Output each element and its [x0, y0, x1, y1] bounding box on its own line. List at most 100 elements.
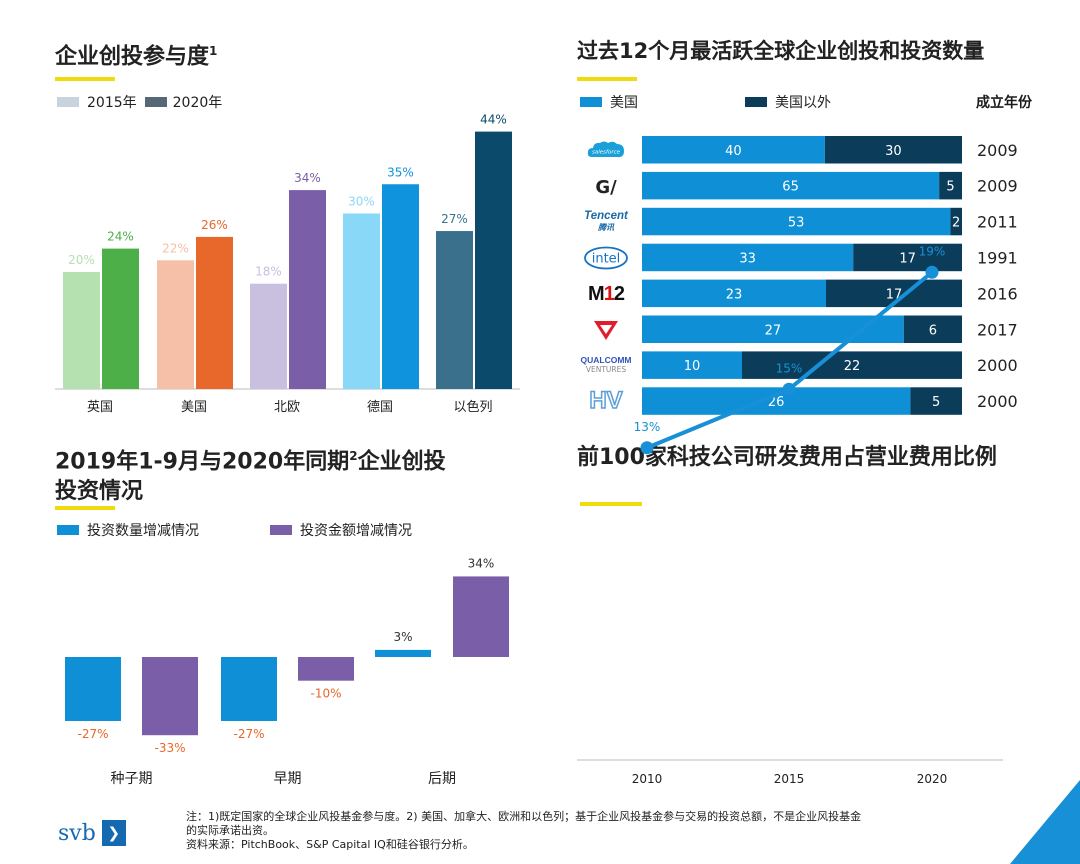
data-label-non-us: 17	[899, 251, 916, 266]
hv-logo: HV	[589, 386, 624, 415]
svb-logo: svb ❯	[58, 818, 138, 848]
source-note: 资料来源：PitchBook、S&P Capital IQ和硅谷银行分析。	[186, 838, 474, 851]
data-label: 30%	[348, 195, 375, 209]
legend-label-2020: 2020年	[172, 95, 223, 111]
category-label: 德国	[367, 400, 393, 415]
bar-投资金额增减情况-种子期	[142, 657, 198, 736]
bar-2020年-北欧	[289, 190, 326, 389]
bar-2015年-德国	[343, 213, 380, 389]
data-label-us: 23	[726, 287, 743, 302]
category-label: 英国	[87, 400, 113, 415]
data-label-non-us: 17	[886, 287, 903, 302]
bar-2015年-以色列	[436, 231, 473, 389]
bar-us-5	[642, 315, 904, 343]
legend-label-us: 美国	[610, 95, 638, 111]
data-label-us: 33	[739, 251, 756, 266]
title-underline	[580, 502, 642, 506]
category-label: 后期	[428, 771, 456, 787]
bar-non-us-1	[939, 171, 962, 200]
bar-non-us-6	[742, 351, 962, 379]
legend-swatch-2015	[57, 97, 79, 107]
bar-2015年-英国	[63, 272, 100, 389]
bar-non-us-2	[950, 207, 962, 236]
bar-us-2	[642, 207, 951, 236]
bar-us-1	[642, 171, 940, 200]
tencent-logo: Tencent 腾讯	[584, 210, 628, 232]
category-label: 种子期	[111, 771, 153, 787]
data-label: 34%	[468, 556, 495, 570]
category-label: 北欧	[274, 400, 300, 415]
data-label-us: 53	[788, 216, 805, 231]
legend-investment-change-amount: 投资金额增减情况	[270, 520, 412, 540]
founded-year: 2011	[977, 213, 1018, 232]
legend-investment-count: 美国	[580, 92, 638, 112]
verizon-ventures-logo	[575, 317, 637, 343]
legend-label-count: 投资数量增减情况	[87, 523, 199, 539]
svb-logo-text: svb	[58, 820, 96, 846]
bar-投资数量增减情况-后期	[375, 649, 431, 657]
bar-投资数量增减情况-种子期	[65, 657, 121, 721]
footnote: 注：1)既定国家的全球企业风投基金参与度。2) 美国、加拿大、欧洲和以色列；基于…	[186, 810, 996, 852]
legend-label-2015: 2015年	[87, 95, 137, 111]
bar-us-7	[642, 387, 911, 415]
bar-2020年-美国	[196, 236, 233, 389]
data-point	[782, 382, 796, 396]
chart-title-rd-ratio: 前100家科技公司研发费用占营业费用比例	[577, 445, 997, 470]
bar-2020年-以色列	[475, 131, 512, 389]
m12-logo: M12	[588, 282, 625, 305]
category-label: 以色列	[453, 399, 492, 415]
data-label-non-us: 30	[885, 144, 902, 159]
gv-logo: G/	[595, 176, 617, 198]
data-label: 26%	[201, 218, 228, 232]
data-label-us: 65	[782, 180, 799, 195]
data-label: 44%	[480, 113, 507, 127]
bar-non-us-0	[824, 136, 962, 164]
bar-non-us-3	[853, 243, 962, 272]
data-label: 24%	[107, 230, 134, 244]
column-header-founded-year: 成立年份	[976, 95, 1032, 111]
qualcomm-ventures-logo: QUALCOMM VENTURES	[580, 355, 632, 375]
legend-swatch-2020	[144, 97, 167, 107]
legend-label-non-us: 美国以外	[775, 95, 831, 111]
data-label-us: 27	[765, 323, 782, 338]
data-label-us: 40	[725, 144, 742, 159]
data-label: -27%	[233, 727, 264, 741]
data-label: 27%	[441, 212, 468, 226]
data-label-non-us: 6	[929, 323, 937, 338]
legend-swatch-count	[57, 525, 79, 535]
category-label: 美国	[181, 400, 207, 415]
svg-text:intel: intel	[592, 252, 621, 267]
bar-us-3	[642, 243, 854, 272]
data-label: -10%	[310, 687, 341, 701]
legend-swatch-non-us	[745, 97, 767, 107]
x-tick-label: 2020	[917, 772, 948, 786]
data-label-non-us: 2	[952, 216, 960, 231]
title-underline	[55, 77, 115, 81]
data-label: 20%	[68, 253, 95, 267]
founded-year: 2017	[977, 320, 1018, 339]
founded-year: 2000	[977, 356, 1018, 375]
footnote-line-1: 注：1)既定国家的全球企业风投基金参与度。2) 美国、加拿大、欧洲和以色列；基于…	[186, 810, 862, 823]
data-label: 18%	[255, 265, 282, 279]
bar-投资金额增减情况-早期	[298, 657, 354, 681]
chevron-right-icon: ❯	[101, 820, 126, 846]
bar-投资数量增减情况-早期	[221, 657, 277, 721]
legend-investment-change-count: 投资数量增减情况	[57, 520, 199, 540]
legend-swatch-us	[580, 97, 602, 107]
data-label: 19%	[919, 244, 946, 258]
bar-us-0	[642, 136, 825, 164]
founded-year: 2016	[977, 284, 1018, 303]
chart-title-vc-participation: 企业创投参与度1	[55, 44, 218, 70]
bar-non-us-4	[826, 279, 962, 308]
data-label: 15%	[776, 361, 803, 375]
category-label: 早期	[274, 771, 302, 787]
data-label-non-us: 5	[932, 395, 940, 410]
chart-title-investment-change: 2019年1-9月与2020年同期2企业创投 投资情况	[55, 449, 446, 505]
data-label: -27%	[77, 727, 108, 741]
founded-year: 2000	[977, 392, 1018, 411]
corner-decoration	[1010, 780, 1080, 864]
founded-year: 2009	[977, 141, 1018, 160]
